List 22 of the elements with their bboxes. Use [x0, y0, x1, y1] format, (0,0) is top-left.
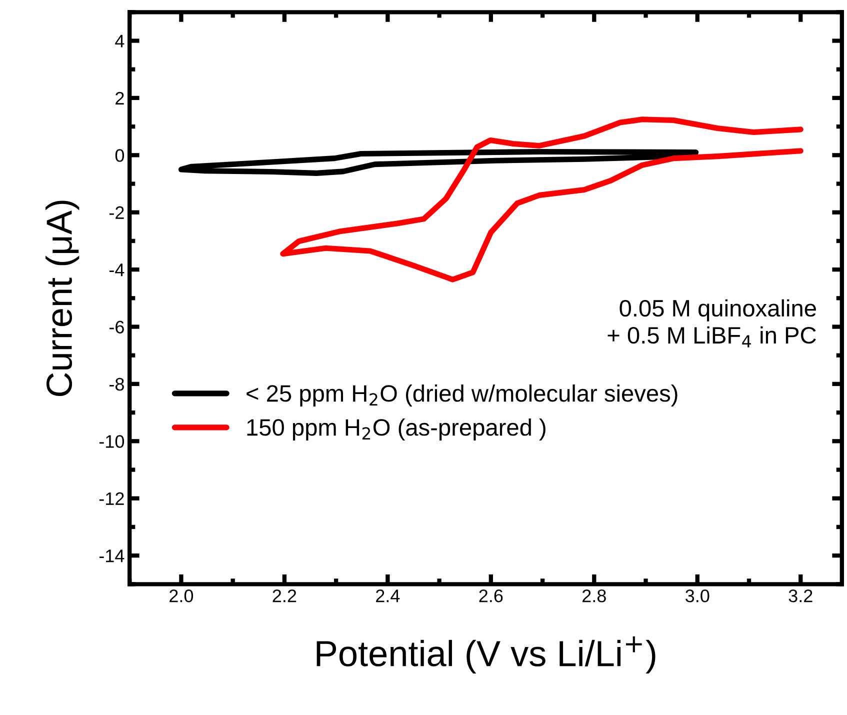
- x-tick-label: 2.2: [272, 589, 296, 602]
- y-tick-label: -10: [99, 435, 124, 448]
- legend-label: 150 ppm H$_{2}$O (as-prepared ): [247, 418, 546, 440]
- x-tick-label: 3.0: [686, 589, 710, 602]
- x-tick-label: 2.4: [376, 589, 400, 602]
- x-tick-label: 2.6: [479, 589, 503, 602]
- y-tick-label: 0: [115, 149, 124, 162]
- y-tick-label: -14: [99, 550, 124, 562]
- x-axis-title: Potential (V vs Li/Li$^{+}$): [316, 636, 656, 674]
- y-tick-label: 4: [115, 34, 124, 48]
- x-tick-label: 3.2: [788, 589, 812, 602]
- annotation: 0.05 M quinoxaline + 0.5 M LiBF$_{4}$ in PC: [608, 299, 816, 348]
- legend-label: < 25 ppm H$_{2}$O (dried w/molecular sieves): [246, 384, 678, 406]
- y-tick-label: -2: [109, 206, 124, 219]
- y-axis-title: Current (μA): [46, 200, 80, 396]
- y-tick-label: 2: [116, 92, 124, 104]
- y-tick-label: -12: [99, 492, 124, 505]
- x-tick-label: 2.8: [582, 589, 606, 602]
- y-tick-label: -8: [109, 378, 124, 391]
- y-tick-label: -4: [109, 264, 124, 276]
- x-tick-label: 2.0: [170, 589, 194, 602]
- y-tick-label: -6: [109, 320, 124, 334]
